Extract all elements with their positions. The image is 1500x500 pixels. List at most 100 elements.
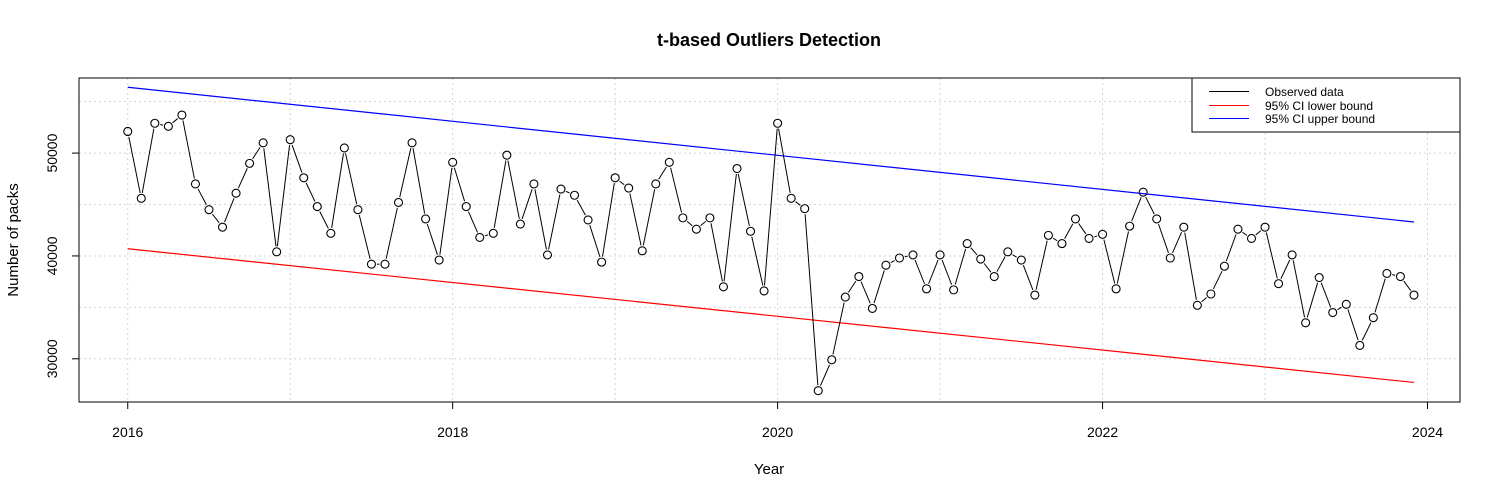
observed-segment <box>601 183 615 257</box>
observed-segment <box>439 167 453 255</box>
observed-point <box>502 150 512 160</box>
observed-segment <box>534 189 547 250</box>
observed-point <box>935 250 945 260</box>
observed-segment <box>128 136 141 194</box>
observed-point <box>678 213 688 223</box>
observed-segment <box>873 270 885 304</box>
observed-point <box>583 215 593 225</box>
observed-point <box>989 271 999 282</box>
observed-segment <box>237 168 248 189</box>
observed-point <box>922 284 932 294</box>
observed-point <box>1219 261 1229 271</box>
observed-point <box>1165 253 1175 263</box>
observed-point <box>718 282 729 292</box>
observed-segment <box>263 148 277 247</box>
observed-segment <box>197 188 207 206</box>
observed-segment <box>658 166 667 180</box>
observed-segment <box>1306 282 1319 318</box>
observed-segment <box>996 256 1006 272</box>
observed-segment <box>890 260 895 264</box>
observed-segment <box>426 223 438 255</box>
observed-segment <box>1280 259 1291 279</box>
observed-segment <box>1347 309 1359 341</box>
observed-segment <box>345 153 358 205</box>
observed-segment <box>1022 265 1034 291</box>
observed-point <box>1016 255 1026 265</box>
observed-segment <box>1225 234 1237 262</box>
observed-segment <box>507 160 520 219</box>
legend-label-lower-bound: 95% CI lower bound <box>1265 99 1373 113</box>
observed-segment <box>1064 223 1074 240</box>
observed-segment <box>1374 278 1386 313</box>
y-tick-label: 30000 <box>44 339 60 378</box>
observed-point <box>651 179 661 189</box>
observed-point <box>461 202 471 212</box>
observed-point <box>488 228 498 238</box>
observed-point <box>827 355 837 365</box>
observed-point <box>732 163 742 174</box>
observed-point <box>312 202 322 212</box>
observed-segment <box>305 182 316 202</box>
observed-segment <box>576 199 586 216</box>
observed-segment <box>1052 237 1058 242</box>
observed-segment <box>467 211 479 233</box>
observed-point <box>245 158 255 168</box>
observed-segment <box>291 144 303 173</box>
observed-segment <box>751 236 764 286</box>
observed-point <box>163 121 173 131</box>
observed-point <box>1395 271 1405 282</box>
observed-point <box>448 157 458 167</box>
observed-segment <box>252 147 261 160</box>
observed-point <box>393 197 404 208</box>
observed-point <box>1192 300 1202 310</box>
observed-point <box>1057 239 1067 249</box>
observed-point <box>637 246 647 256</box>
observed-point <box>1030 290 1040 300</box>
observed-segment <box>954 248 967 285</box>
observed-segment <box>670 167 683 213</box>
observed-point <box>759 286 769 296</box>
observed-segment <box>629 193 642 246</box>
observed-point <box>285 135 295 145</box>
legend-label-observed: Observed data <box>1265 85 1344 99</box>
observed-segment <box>1392 274 1396 276</box>
observed-segment <box>619 180 625 186</box>
observed-point <box>1382 268 1392 278</box>
observed-point <box>1098 229 1108 239</box>
observed-segment <box>484 234 489 237</box>
observed-segment <box>276 145 291 247</box>
observed-point <box>1125 221 1135 231</box>
x-tick-label: 2022 <box>1087 424 1118 440</box>
y-tick-label: 50000 <box>44 133 60 172</box>
observed-segment <box>1103 239 1116 284</box>
observed-segment <box>521 188 533 220</box>
observed-point <box>1328 307 1338 318</box>
observed-point <box>894 253 905 263</box>
observed-point <box>407 138 417 148</box>
observed-segment <box>1035 240 1048 290</box>
observed-point <box>556 184 566 194</box>
observed-segment <box>1145 196 1155 215</box>
observed-point <box>1043 230 1053 240</box>
observed-point <box>529 179 539 189</box>
observed-point <box>204 205 214 215</box>
y-axis-label: Number of packs <box>5 183 22 296</box>
observed-segment <box>331 153 345 228</box>
observed-segment <box>385 207 398 259</box>
observed-point <box>1274 279 1284 289</box>
observed-point <box>1179 222 1189 232</box>
observed-point <box>353 205 363 215</box>
observed-point <box>190 179 200 189</box>
observed-point <box>1341 299 1351 309</box>
observed-segment <box>1403 280 1412 291</box>
observed-segment <box>700 221 707 227</box>
observed-segment <box>941 259 953 285</box>
observed-point <box>150 118 160 128</box>
observed-point <box>123 126 133 137</box>
observed-segment <box>778 128 791 194</box>
observed-segment <box>224 198 235 223</box>
observed-point <box>1003 247 1013 257</box>
observed-segment <box>686 221 693 227</box>
observed-segment <box>832 302 845 355</box>
